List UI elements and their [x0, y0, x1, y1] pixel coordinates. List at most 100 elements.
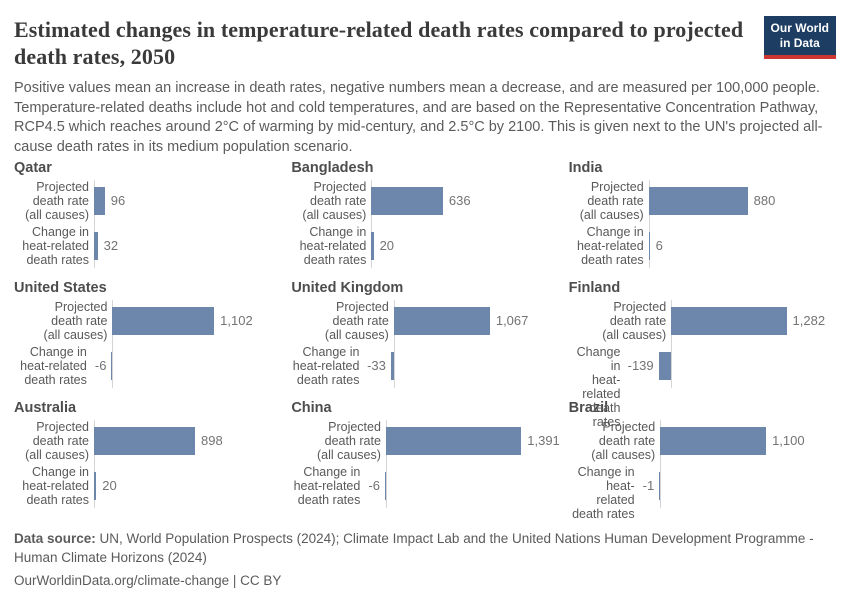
value-label-projected: 880: [753, 193, 776, 209]
value-label-change: 6: [655, 238, 663, 254]
panel-plot: Projected death rate (all causes) 1,391 …: [291, 420, 560, 509]
category-label-projected: Projected death rate (all causes): [302, 180, 367, 223]
bar-change: [384, 472, 386, 501]
category-label-change: Change in heat-related death rates: [22, 225, 89, 268]
country-title: Australia: [14, 400, 77, 417]
value-label-change: -1: [642, 478, 655, 494]
panels-grid: Qatar Projected death rate (all causes) …: [14, 160, 836, 521]
country-title: Finland: [568, 280, 621, 297]
category-label-projected: Projected death rate (all causes): [43, 300, 108, 343]
panel-plot: Projected death rate (all causes) 1,100 …: [569, 420, 836, 521]
country-title: Brazil: [568, 400, 609, 417]
country-title: United States: [14, 280, 107, 297]
bar-change: [658, 352, 672, 381]
panel-brazil: Brazil Projected death rate (all causes)…: [568, 400, 836, 521]
bar-change: [371, 232, 374, 261]
category-label-projected: Projected death rate (all causes): [591, 420, 656, 463]
panel-finland: Finland Projected death rate (all causes…: [568, 280, 836, 429]
category-label-change: Change in heat-related death rates: [299, 225, 367, 268]
panel-bangladesh: Bangladesh Projected death rate (all cau…: [291, 160, 558, 269]
panel-plot: Projected death rate (all causes) 636 Ch…: [291, 180, 558, 269]
bar-change: [648, 232, 650, 261]
category-label-projected: Projected death rate (all causes): [25, 180, 89, 223]
bar-change: [94, 472, 97, 501]
axis-line: [371, 180, 373, 269]
country-title: India: [568, 160, 603, 177]
footer-source: Data source: UN, World Population Prospe…: [14, 530, 836, 566]
bar-projected: [648, 187, 748, 216]
category-label-projected: Projected death rate (all causes): [25, 420, 89, 463]
chart-header: Estimated changes in temperature-related…: [14, 16, 836, 157]
page-title: Estimated changes in temperature-related…: [14, 17, 744, 70]
bar-projected: [94, 187, 105, 216]
value-label-projected: 1,282: [792, 313, 826, 329]
axis-line: [660, 420, 662, 509]
panel-plot: Projected death rate (all causes) 96 Cha…: [14, 180, 281, 269]
panel-united-states: United States Projected death rate (all …: [14, 280, 281, 389]
category-label-change: Change in heat-related death rates: [293, 465, 361, 508]
value-label-change: 32: [103, 238, 119, 254]
owid-logo[interactable]: Our World in Data: [763, 16, 836, 59]
axis-line: [385, 420, 387, 509]
panel-india: India Projected death rate (all causes) …: [568, 160, 836, 269]
axis-line: [94, 180, 95, 269]
value-label-change: 20: [102, 478, 117, 494]
value-label-projected: 1,102: [220, 313, 253, 329]
bar-projected: [94, 427, 196, 456]
category-label-projected: Projected death rate (all causes): [324, 300, 389, 343]
panel-plot: Projected death rate (all causes) 898 Ch…: [14, 420, 281, 509]
panel-china: China Projected death rate (all causes) …: [291, 400, 560, 509]
owid-logo-line2: in Data: [779, 36, 820, 50]
owid-logo-line1: Our World: [770, 21, 829, 35]
value-label-projected: 1,067: [495, 313, 529, 329]
bar-change: [659, 472, 661, 501]
value-label-change: -6: [94, 358, 107, 374]
panel-plot: Projected death rate (all causes) 1,102 …: [14, 300, 281, 389]
panel-united-kingdom: United Kingdom Projected death rate (all…: [291, 280, 558, 389]
category-label-projected: Projected death rate (all causes): [579, 180, 644, 223]
footer-link[interactable]: OurWorldinData.org/climate-change | CC B…: [14, 572, 282, 588]
value-label-change: 20: [379, 238, 395, 254]
value-label-projected: 636: [448, 193, 471, 209]
country-title: United Kingdom: [291, 280, 404, 297]
value-label-change: -6: [368, 478, 380, 494]
bar-projected: [393, 307, 490, 336]
category-label-change: Change in heat-related death rates: [572, 465, 635, 522]
value-label-projected: 898: [201, 433, 223, 449]
country-title: Qatar: [14, 160, 52, 177]
bar-projected: [660, 427, 767, 456]
country-title: China: [291, 400, 332, 417]
footer-source-text: UN, World Population Prospects (2024); C…: [14, 531, 814, 565]
panel-plot: Projected death rate (all causes) 880 Ch…: [569, 180, 836, 269]
value-label-projected: 1,391: [527, 433, 560, 449]
chart-footer: Data source: UN, World Population Prospe…: [14, 530, 836, 590]
category-label-change: Change in heat-related death rates: [20, 345, 87, 388]
axis-line: [648, 180, 650, 269]
value-label-change: -33: [367, 358, 386, 374]
panel-qatar: Qatar Projected death rate (all causes) …: [14, 160, 281, 269]
panel-plot: Projected death rate (all causes) 1,282 …: [569, 300, 836, 429]
bar-projected: [371, 187, 443, 216]
axis-line: [393, 300, 395, 389]
category-label-projected: Projected death rate (all causes): [602, 300, 667, 343]
bar-projected: [385, 427, 522, 456]
bar-projected: [112, 307, 215, 336]
bar-projected: [671, 307, 787, 336]
category-label-change: Change in heat-related death rates: [292, 345, 360, 388]
bar-change: [94, 232, 98, 261]
axis-line: [112, 300, 114, 389]
axis-line: [671, 300, 673, 389]
panel-plot: Projected death rate (all causes) 1,067 …: [291, 300, 558, 389]
value-label-projected: 1,100: [772, 433, 805, 449]
value-label-projected: 96: [110, 193, 126, 209]
category-label-change: Change in heat-related death rates: [576, 345, 621, 430]
footer-source-label: Data source:: [14, 531, 96, 547]
value-label-change: -139: [627, 358, 654, 374]
chart-subtitle: Positive values mean an increase in deat…: [14, 80, 823, 155]
bar-change: [111, 352, 113, 381]
axis-line: [94, 420, 95, 509]
panel-australia: Australia Projected death rate (all caus…: [14, 400, 281, 509]
category-label-projected: Projected death rate (all causes): [317, 420, 381, 463]
bar-change: [390, 352, 394, 381]
